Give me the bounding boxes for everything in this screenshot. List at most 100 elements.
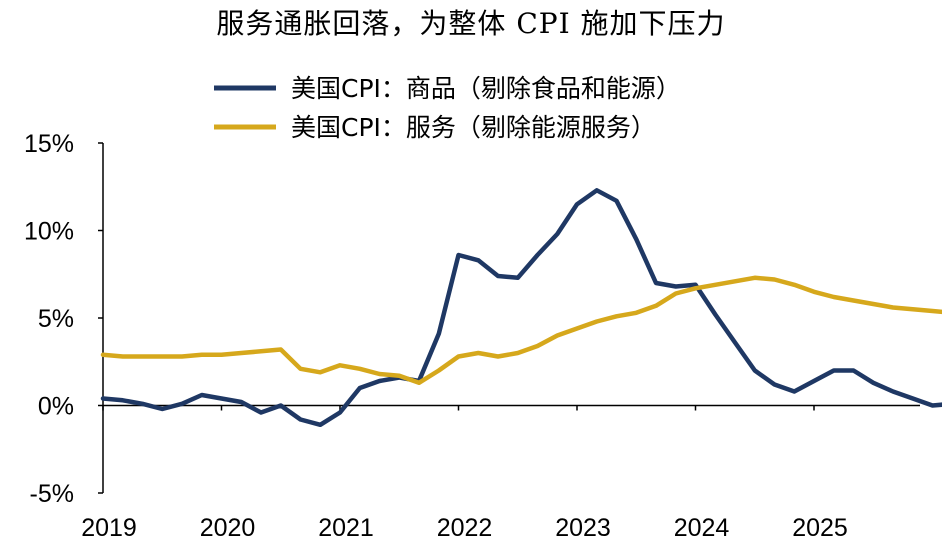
y-tick-label-10-: 10% [24,218,74,246]
data-point-services-2019-09 [180,355,184,358]
data-point-services-2025-07 [872,302,875,306]
data-point-goods-2025-09 [891,390,895,393]
data-point-goods-2019-09 [180,402,184,405]
data-point-goods-2023-11 [674,285,677,288]
data-point-services-2024-07 [753,276,756,279]
data-point-goods-2023-01 [575,203,579,206]
series-line-goods [100,188,942,428]
x-tick-label-2021: 2021 [318,514,374,542]
data-point-goods-2025-05 [852,369,855,372]
data-point-services-2022-09 [536,344,539,348]
data-point-services-2025-03 [832,295,835,299]
series-services [100,275,942,386]
data-point-services-2020-05 [259,350,263,353]
data-point-services-2021-03 [358,367,361,370]
data-point-goods-2019-11 [200,393,203,397]
data-point-services-2022-03 [477,351,480,355]
y-tick-label--5-: -5% [30,480,74,508]
data-point-goods-2021-11 [437,332,440,335]
data-point-services-2021-11 [437,369,440,372]
data-point-goods-2025-11 [911,397,914,400]
data-point-services-2019-03 [121,355,125,358]
chart-title: 服务通胀回落，为整体 CPI 施加下压力 [216,7,726,40]
series-layer [100,188,942,428]
data-point-goods-2024-09 [773,383,776,386]
data-point-goods-2019-05 [141,402,144,405]
data-point-services-2021-05 [378,372,381,376]
data-point-goods-2023-09 [654,281,658,285]
data-point-services-2019-01 [101,353,105,356]
data-point-services-2024-03 [714,283,717,286]
legend-label-services: 美国CPI：服务（剔除能源服务） [291,113,656,142]
data-point-services-2019-07 [161,355,164,358]
data-point-services-2022-05 [496,355,500,358]
data-point-goods-2020-11 [319,423,322,426]
data-point-goods-2022-09 [536,253,539,257]
data-point-services-2021-07 [398,374,401,377]
data-point-goods-2021-05 [378,379,381,383]
data-point-services-2022-07 [516,351,519,355]
data-point-goods-2024-11 [793,390,796,393]
data-point-services-2021-01 [338,364,342,367]
data-point-services-2020-03 [240,351,243,355]
data-point-services-2023-11 [674,292,677,295]
data-point-services-2020-11 [319,371,322,374]
series-goods [100,188,942,428]
data-point-services-2025-11 [911,308,914,311]
data-point-services-2023-09 [654,304,658,307]
data-point-goods-2026-01 [931,404,934,407]
data-point-goods-2022-07 [516,276,519,279]
data-point-goods-2025-01 [812,379,816,383]
data-point-goods-2020-05 [259,411,263,414]
data-point-services-2023-01 [575,327,579,330]
data-point-services-2024-05 [733,280,737,283]
chart-axes: 15% 10% 5% 0% -5%2019 2020 2021 2022 2023 2024 202… [24,130,920,542]
data-point-services-2020-01 [220,353,223,356]
data-point-services-2022-01 [457,355,460,358]
data-point-goods-2019-01 [101,397,105,400]
data-point-goods-2022-01 [457,253,460,257]
data-point-goods-2023-03 [595,189,598,192]
data-point-goods-2024-03 [714,313,717,316]
y-tick-label-0-: 0% [38,393,74,421]
data-point-goods-2020-03 [240,400,243,404]
series-line-services [100,275,942,386]
data-point-goods-2021-01 [338,411,342,414]
data-point-goods-2020-01 [220,397,223,400]
data-point-services-2020-07 [279,348,282,351]
data-point-services-2019-11 [200,353,203,356]
data-point-services-2026-01 [931,309,934,313]
data-point-services-2021-09 [417,381,421,384]
data-point-services-2023-03 [595,320,598,323]
y-tick-label-5-: 5% [38,305,74,333]
data-point-services-2025-01 [812,290,816,293]
data-point-services-2022-11 [556,334,559,337]
x-tick-label-2025: 2025 [792,514,848,542]
data-point-goods-2025-07 [872,381,875,384]
data-point-goods-2023-07 [635,238,638,241]
chart-legend: 美国CPI：商品（剔除食品和能源） 美国CPI：服务（剔除能源服务） [214,74,681,142]
data-point-services-2019-05 [141,355,144,358]
x-tick-label-2019: 2019 [81,514,137,542]
data-point-services-2024-09 [773,278,776,281]
data-point-goods-2022-03 [477,259,480,262]
data-point-services-2023-07 [635,311,638,314]
data-point-goods-2021-03 [358,386,361,390]
data-point-goods-2022-11 [556,232,559,236]
x-tick-label-2022: 2022 [437,514,493,542]
data-point-goods-2024-01 [694,283,697,286]
data-point-goods-2024-07 [753,369,756,372]
legend-label-goods: 美国CPI：商品（剔除食品和能源） [291,74,681,103]
x-tick-label-2023: 2023 [555,514,611,542]
data-point-services-2020-09 [299,367,302,370]
data-point-goods-2020-07 [279,404,282,407]
data-point-services-2025-05 [852,299,855,302]
data-point-services-2023-05 [615,315,618,318]
x-tick-label-2020: 2020 [200,514,256,542]
y-tick-label-15-: 15% [24,130,74,158]
data-point-goods-2022-05 [496,274,500,278]
data-point-goods-2020-09 [299,418,302,421]
data-point-services-2024-11 [793,283,796,286]
data-point-goods-2019-03 [121,399,125,402]
data-point-services-2024-01 [694,287,697,290]
